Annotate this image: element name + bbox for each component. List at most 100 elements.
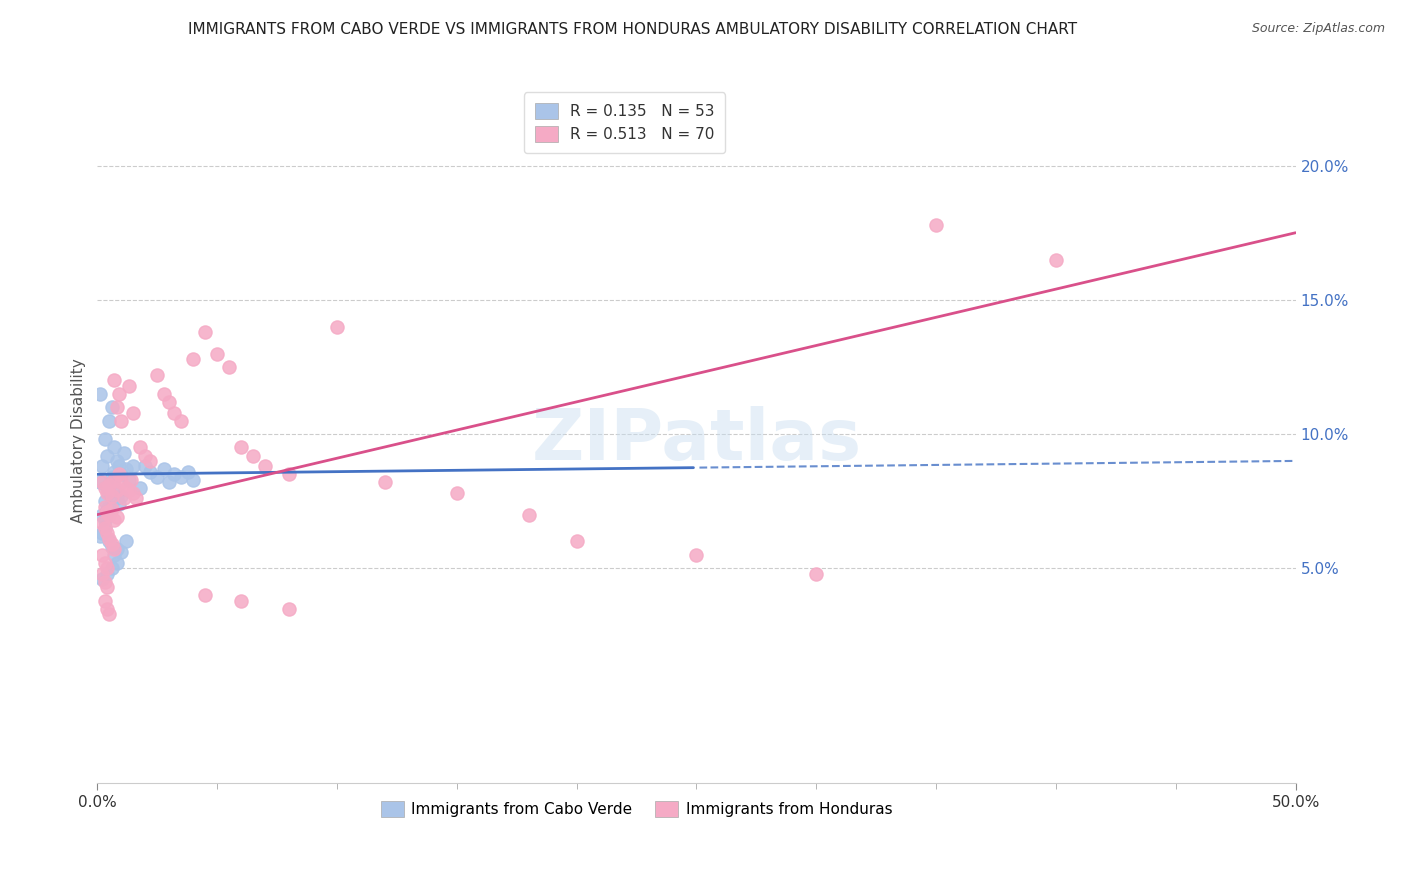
Point — [105, 510, 128, 524]
Y-axis label: Ambulatory Disability: Ambulatory Disability — [72, 359, 86, 523]
Point — [110, 489, 132, 503]
Point — [105, 542, 128, 557]
Point — [96, 526, 118, 541]
Point — [110, 545, 132, 559]
Point — [96, 486, 118, 500]
Point — [103, 473, 125, 487]
Point — [91, 475, 114, 490]
Point — [96, 566, 118, 581]
Point — [139, 465, 162, 479]
Point — [157, 475, 180, 490]
Point — [98, 414, 121, 428]
Point — [93, 521, 115, 535]
Point — [117, 473, 139, 487]
Point — [103, 441, 125, 455]
Point — [326, 319, 349, 334]
Point — [100, 540, 122, 554]
Point — [181, 473, 204, 487]
Point — [685, 548, 707, 562]
Point — [278, 467, 301, 482]
Point — [103, 513, 125, 527]
Point — [108, 459, 131, 474]
Point — [112, 491, 135, 506]
Point — [242, 449, 264, 463]
Legend: Immigrants from Cabo Verde, Immigrants from Honduras: Immigrants from Cabo Verde, Immigrants f… — [374, 795, 898, 823]
Point — [565, 534, 588, 549]
Point — [89, 475, 111, 490]
Point — [93, 513, 115, 527]
Point — [117, 378, 139, 392]
Point — [91, 526, 114, 541]
Point — [163, 406, 186, 420]
Point — [98, 478, 121, 492]
Point — [89, 386, 111, 401]
Point — [100, 502, 122, 516]
Point — [153, 462, 176, 476]
Point — [125, 491, 148, 506]
Point — [100, 489, 122, 503]
Point — [96, 561, 118, 575]
Point — [181, 351, 204, 366]
Point — [139, 454, 162, 468]
Text: ZIPatlas: ZIPatlas — [531, 406, 862, 475]
Point — [103, 542, 125, 557]
Point — [117, 483, 139, 498]
Point — [98, 607, 121, 621]
Point — [105, 483, 128, 498]
Point — [105, 401, 128, 415]
Point — [96, 449, 118, 463]
Point — [112, 446, 135, 460]
Point — [110, 475, 132, 490]
Point — [103, 483, 125, 498]
Point — [194, 325, 217, 339]
Point — [100, 470, 122, 484]
Point — [103, 548, 125, 562]
Point — [89, 529, 111, 543]
Point — [105, 556, 128, 570]
Point — [194, 588, 217, 602]
Point — [98, 500, 121, 514]
Point — [108, 467, 131, 482]
Point — [231, 593, 253, 607]
Point — [91, 566, 114, 581]
Point — [96, 505, 118, 519]
Point — [105, 454, 128, 468]
Point — [91, 572, 114, 586]
Point — [103, 465, 125, 479]
Point — [100, 537, 122, 551]
Point — [93, 433, 115, 447]
Point — [446, 486, 468, 500]
Point — [120, 473, 142, 487]
Point — [146, 470, 169, 484]
Point — [98, 532, 121, 546]
Point — [98, 508, 121, 522]
Point — [103, 373, 125, 387]
Point — [93, 556, 115, 570]
Text: Source: ZipAtlas.com: Source: ZipAtlas.com — [1251, 22, 1385, 36]
Point — [517, 508, 540, 522]
Point — [98, 534, 121, 549]
Point — [93, 574, 115, 589]
Point — [93, 521, 115, 535]
Point — [100, 475, 122, 490]
Text: IMMIGRANTS FROM CABO VERDE VS IMMIGRANTS FROM HONDURAS AMBULATORY DISABILITY COR: IMMIGRANTS FROM CABO VERDE VS IMMIGRANTS… — [188, 22, 1077, 37]
Point — [91, 516, 114, 530]
Point — [100, 561, 122, 575]
Point — [91, 508, 114, 522]
Point — [105, 491, 128, 506]
Point — [93, 593, 115, 607]
Point — [91, 459, 114, 474]
Point — [134, 459, 156, 474]
Point — [254, 459, 277, 474]
Point — [96, 502, 118, 516]
Point — [170, 470, 193, 484]
Point — [98, 486, 121, 500]
Point — [96, 481, 118, 495]
Point — [146, 368, 169, 382]
Point — [110, 467, 132, 482]
Point — [122, 406, 145, 420]
Point — [115, 481, 138, 495]
Point — [110, 414, 132, 428]
Point — [96, 505, 118, 519]
Point — [170, 414, 193, 428]
